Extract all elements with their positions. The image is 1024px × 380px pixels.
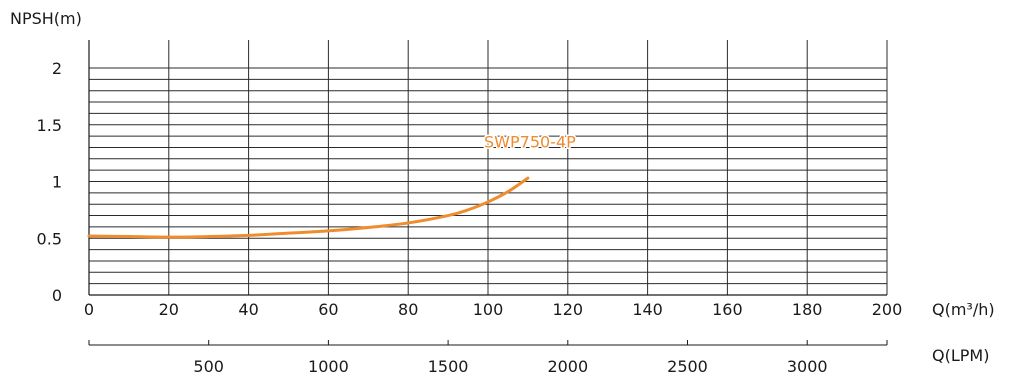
x-tick-label: 40 [238,300,258,319]
y-axis-title: NPSH(m) [10,9,82,28]
series-label: SWP750-4P [484,132,576,151]
major-grid [168,40,888,295]
axes [88,40,887,296]
secondary-x-tick-label: 3000 [787,357,828,376]
x-tick-label: 100 [473,300,504,319]
x-tick-label: 200 [872,300,903,319]
x-tick-label: 120 [553,300,584,319]
y-tick-label: 0.5 [37,229,62,248]
x-tick-label: 180 [792,300,823,319]
y-tick-label: 0 [52,286,62,305]
x-tick-label: 140 [632,300,663,319]
y-tick-label: 2 [52,59,62,78]
series-layer: SWP750-4P [87,131,578,239]
x-tick-label: 160 [712,300,743,319]
y-tick-label: 1.5 [37,116,62,135]
secondary-x-tick-label: 2000 [547,357,588,376]
secondary-x-tick-label: 500 [193,357,224,376]
x-tick-label: 60 [318,300,338,319]
secondary-x-tick-label: 1000 [308,357,349,376]
x-tick-label: 20 [159,300,179,319]
series-line [87,176,530,239]
x-axis-title: Q(m³/h) [932,300,995,319]
secondary-x-axis: 500 1000 1500 2000 2500 3000 [88,340,888,376]
secondary-x-axis-title: Q(LPM) [932,346,989,365]
y-tick-label: 1 [52,173,62,192]
x-tick-labels: 0 20 40 60 80 100 120 140 160 180 200 [84,300,902,319]
secondary-x-tick-label: 2500 [667,357,708,376]
x-tick-label: 0 [84,300,94,319]
y-tick-labels: 0 0.5 1 1.5 2 [37,59,62,305]
x-tick-label: 80 [398,300,418,319]
secondary-x-tick-label: 1500 [428,357,469,376]
